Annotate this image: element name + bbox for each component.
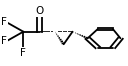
Text: F: F bbox=[1, 17, 7, 27]
Text: F: F bbox=[1, 36, 7, 46]
Text: F: F bbox=[20, 48, 26, 58]
Text: O: O bbox=[36, 6, 44, 16]
